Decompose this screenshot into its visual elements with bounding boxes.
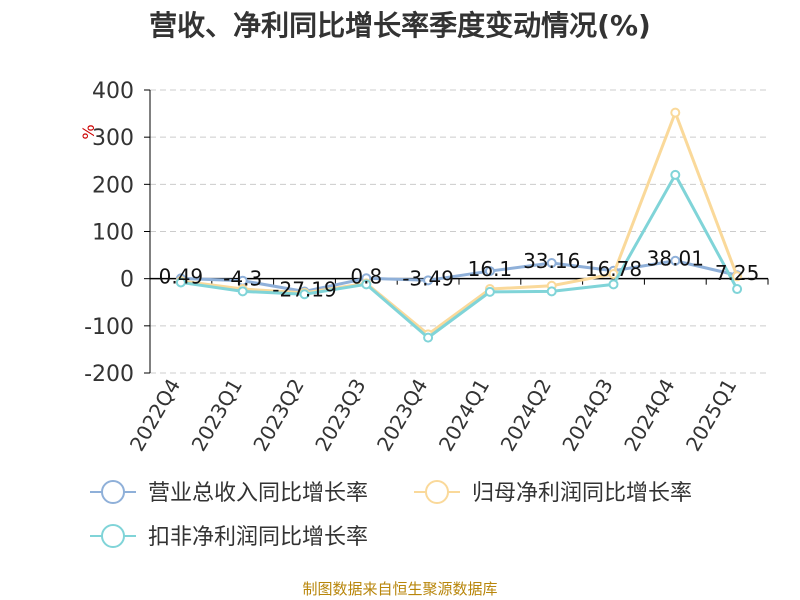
data-label: 38.01 <box>647 247 704 271</box>
legend-item[interactable]: 营业总收入同比增长率 <box>90 480 368 506</box>
data-point <box>608 279 619 290</box>
data-point <box>546 258 557 269</box>
series-line <box>180 259 738 293</box>
data-point <box>732 271 743 282</box>
x-tick-label: 2023Q2 <box>248 375 308 456</box>
x-tick-label: 2023Q4 <box>372 375 432 456</box>
y-tick-label: 0 <box>120 268 134 293</box>
x-tick-label: 2024Q2 <box>496 375 556 456</box>
data-label: -3.49 <box>402 266 454 290</box>
data-label: -4.3 <box>223 267 262 291</box>
legend-label: 扣非净利润同比增长率 <box>148 525 368 550</box>
y-tick-label: 100 <box>92 221 134 246</box>
legend-marker <box>425 480 449 504</box>
data-label: 16.1 <box>468 257 513 281</box>
data-point <box>237 286 248 297</box>
legend-label: 营业总收入同比增长率 <box>148 481 368 506</box>
data-label: 33.16 <box>523 249 580 273</box>
data-point <box>484 266 495 277</box>
legend-label: 归母净利润同比增长率 <box>472 481 692 506</box>
series-line <box>180 173 739 340</box>
chart-title: 营收、净利同比增长率季度变动情况(%) <box>149 9 651 42</box>
data-point <box>423 332 434 343</box>
legend-marker <box>101 524 125 548</box>
data-point <box>484 286 495 297</box>
data-label: 7.25 <box>715 261 760 285</box>
data-labels: 0.49 -4.3 -27.19 0.8 -3.49 16.1 33.16 16.78 38.0… <box>159 247 760 302</box>
data-point <box>670 169 681 180</box>
y-tick-label: -100 <box>84 315 134 340</box>
data-point <box>670 255 681 266</box>
y-tick-label: 200 <box>92 173 134 198</box>
data-point <box>299 289 310 300</box>
y-tick-label: 400 <box>92 79 134 104</box>
series-line <box>180 111 739 336</box>
data-label: -27.19 <box>272 277 336 301</box>
x-tick-label: 2024Q4 <box>619 375 679 456</box>
data-source-note: 制图数据来自恒生聚源数据库 <box>302 580 498 598</box>
y-tick-label: -200 <box>84 362 134 387</box>
x-tick-label: 2024Q3 <box>557 375 617 456</box>
data-point <box>361 279 372 290</box>
x-tick-label: 2023Q1 <box>187 375 247 456</box>
legend-marker <box>101 480 125 504</box>
data-label: 0.49 <box>159 264 204 288</box>
data-point <box>546 286 557 297</box>
x-tick-label: 2024Q1 <box>434 375 494 456</box>
data-label: 16.78 <box>585 257 642 281</box>
series-lines <box>175 107 743 343</box>
data-point <box>608 268 619 279</box>
legend-item[interactable]: 归母净利润同比增长率 <box>414 480 692 506</box>
y-tick-label: 300 <box>92 126 134 151</box>
data-point <box>175 277 186 288</box>
x-tick-label: 2025Q1 <box>681 375 741 456</box>
data-label: 0.8 <box>350 264 382 288</box>
data-point <box>732 284 743 295</box>
x-tick-label: 2023Q3 <box>310 375 370 456</box>
data-point <box>670 107 681 118</box>
grid-lines <box>150 89 768 374</box>
legend-item[interactable]: 扣非净利润同比增长率 <box>90 524 368 550</box>
y-unit-label: % <box>79 124 98 139</box>
data-point <box>423 275 434 286</box>
